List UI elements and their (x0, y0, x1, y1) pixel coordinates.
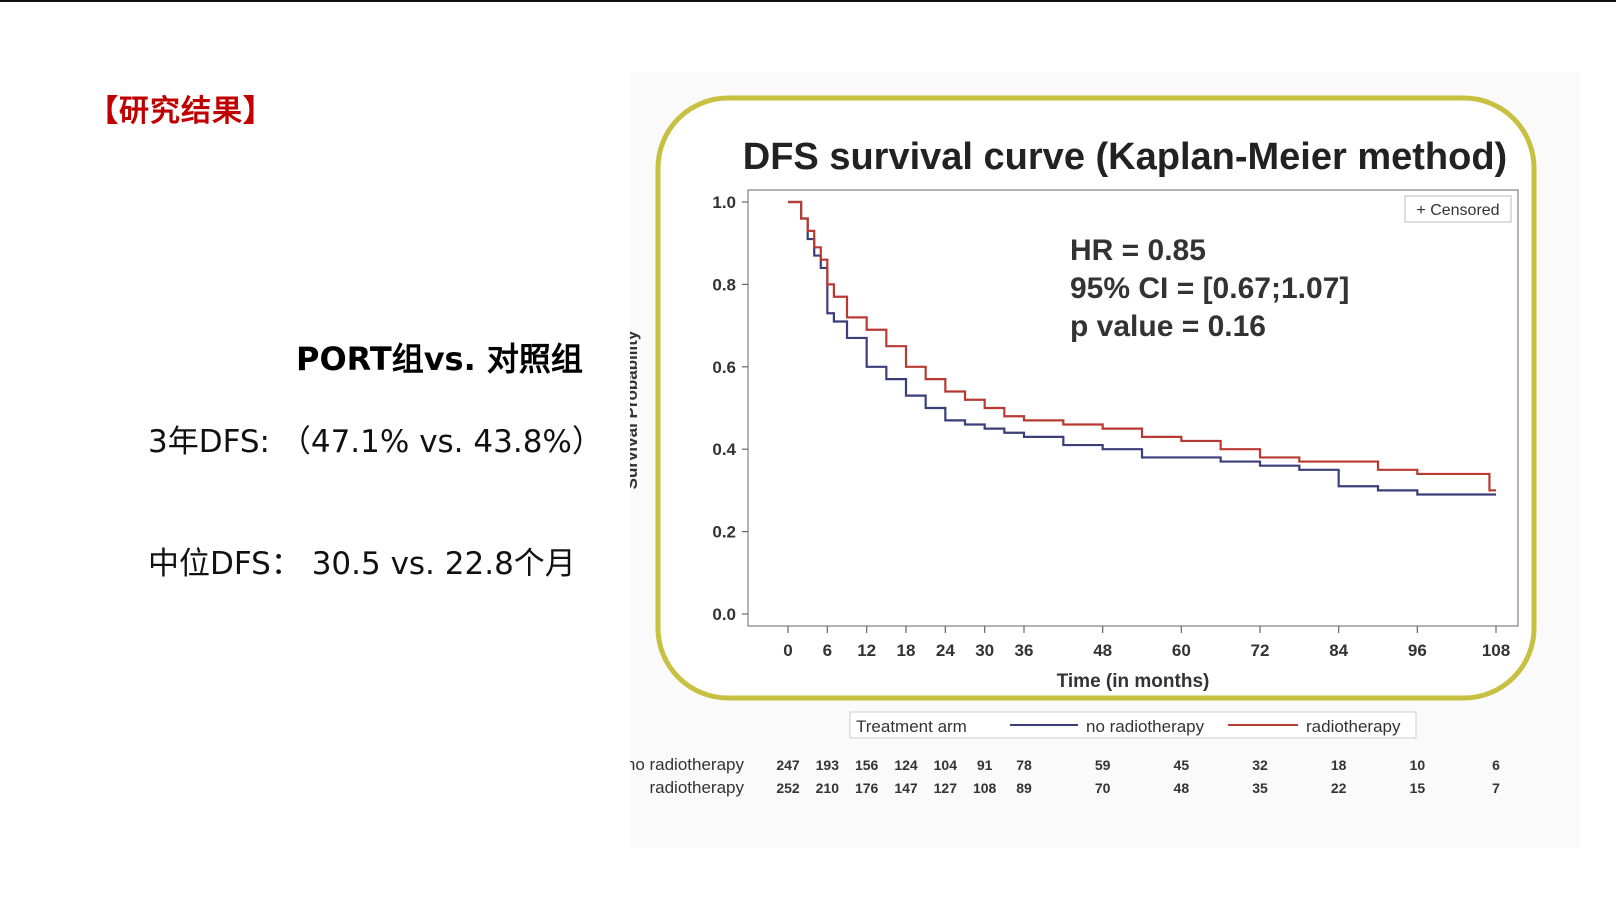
at-risk-count: 18 (1331, 757, 1347, 773)
legend-title: Treatment arm (856, 717, 967, 736)
x-tick-label: 60 (1172, 641, 1191, 660)
at-risk-count: 48 (1174, 780, 1190, 796)
y-tick-label: 0.2 (712, 523, 736, 542)
x-tick-label: 48 (1093, 641, 1112, 660)
at-risk-row-label: no radiotherapy (630, 755, 744, 774)
three-year-dfs-stat: 3年DFS: （47.1% vs. 43.8%） (148, 424, 603, 460)
stat-annotation: 95% CI = [0.67;1.07] (1070, 272, 1349, 305)
y-tick-label: 0.6 (712, 358, 736, 377)
x-tick-label: 108 (1482, 641, 1510, 660)
plot-area (747, 189, 1519, 627)
at-risk-count: 6 (1492, 757, 1500, 773)
at-risk-count: 35 (1252, 780, 1268, 796)
at-risk-count: 108 (973, 780, 997, 796)
stat-annotation: HR = 0.85 (1070, 234, 1206, 267)
x-tick-label: 96 (1408, 641, 1427, 660)
at-risk-count: 176 (855, 780, 879, 796)
at-risk-count: 91 (977, 757, 993, 773)
at-risk-count: 89 (1016, 780, 1032, 796)
at-risk-count: 104 (934, 757, 958, 773)
y-axis-label: Survival Probability (630, 330, 641, 489)
y-tick-label: 0.8 (712, 275, 736, 294)
at-risk-count: 127 (934, 780, 958, 796)
at-risk-count: 45 (1174, 757, 1190, 773)
x-tick-label: 72 (1251, 641, 1270, 660)
at-risk-count: 210 (816, 780, 840, 796)
y-tick-label: 0.4 (712, 440, 736, 459)
at-risk-count: 7 (1492, 780, 1500, 796)
at-risk-count: 22 (1331, 780, 1347, 796)
at-risk-count: 32 (1252, 757, 1268, 773)
x-axis-label: Time (in months) (1057, 671, 1210, 692)
stat-annotation: p value = 0.16 (1070, 310, 1266, 343)
at-risk-count: 247 (776, 757, 800, 773)
figure-panel: DFS survival curve (Kaplan-Meier method)… (630, 72, 1580, 848)
y-axis: 0.0 0.2 0.4 0.6 0.8 1.0 (712, 193, 748, 624)
treatment-legend: Treatment arm no radiotherapy radiotherapy (856, 717, 1401, 736)
legend-label-no-radiotherapy: no radiotherapy (1086, 717, 1205, 736)
x-tick-label: 6 (823, 641, 832, 660)
stats-annotations: HR = 0.85 95% CI = [0.67;1.07] p value = 0… (1070, 234, 1349, 343)
at-risk-count: 124 (894, 757, 918, 773)
at-risk-count: 10 (1410, 757, 1426, 773)
at-risk-row-label: radiotherapy (649, 778, 744, 797)
y-tick-label: 0.0 (712, 605, 736, 624)
survival-curves (788, 200, 1496, 496)
at-risk-count: 147 (894, 780, 918, 796)
x-tick-label: 84 (1329, 641, 1348, 660)
at-risk-count: 78 (1016, 757, 1032, 773)
x-tick-label: 36 (1015, 641, 1034, 660)
top-rule (0, 0, 1616, 2)
comparison-title: PORT组vs. 对照组 (296, 340, 583, 378)
chart-title: DFS survival curve (Kaplan-Meier method) (743, 136, 1507, 178)
x-axis: 0 6 12 18 24 30 36 48 60 72 84 96 108 (783, 626, 1510, 660)
x-tick-label: 24 (936, 641, 955, 660)
censored-legend-box (1404, 195, 1512, 223)
legend-label-radiotherapy: radiotherapy (1306, 717, 1401, 736)
at-risk-count: 59 (1095, 757, 1111, 773)
x-tick-label: 18 (897, 641, 916, 660)
x-tick-label: 30 (975, 641, 994, 660)
at-risk-count: 70 (1095, 780, 1111, 796)
treatment-legend-box (849, 711, 1417, 739)
censored-legend-label: + Censored (1416, 202, 1499, 219)
number-at-risk-table: no radiotherapy 247 193 156 124 104 91 78 59 45 32… (630, 755, 1500, 797)
y-tick-label: 1.0 (712, 193, 736, 212)
median-dfs-stat: 中位DFS： 30.5 vs. 22.8个月 (148, 546, 576, 582)
at-risk-count: 252 (776, 780, 800, 796)
x-tick-label: 12 (857, 641, 876, 660)
at-risk-count: 15 (1410, 780, 1426, 796)
at-risk-count: 156 (855, 757, 879, 773)
km-chart: DFS survival curve (Kaplan-Meier method)… (630, 72, 1580, 848)
at-risk-count: 193 (816, 757, 840, 773)
curve-radiotherapy (788, 200, 1496, 492)
x-tick-label: 0 (783, 641, 792, 660)
section-title: 【研究结果】 (88, 94, 274, 129)
